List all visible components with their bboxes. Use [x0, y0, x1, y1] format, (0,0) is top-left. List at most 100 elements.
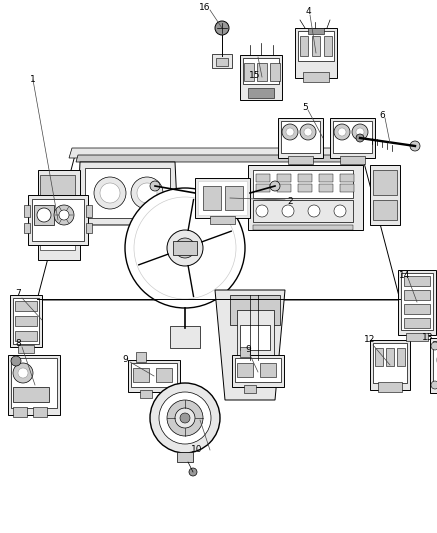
Bar: [277, 174, 291, 182]
Bar: [244, 63, 254, 81]
Bar: [270, 63, 280, 81]
Bar: [24, 223, 30, 233]
Circle shape: [150, 181, 160, 191]
Circle shape: [189, 468, 197, 476]
Text: 12: 12: [364, 335, 376, 344]
Bar: [340, 156, 365, 164]
Bar: [18, 345, 34, 353]
Bar: [256, 184, 270, 192]
Bar: [210, 216, 235, 224]
Bar: [240, 55, 282, 100]
Bar: [177, 452, 193, 462]
Bar: [373, 200, 397, 220]
Bar: [253, 170, 353, 198]
Circle shape: [334, 205, 346, 217]
Bar: [15, 331, 37, 341]
Bar: [398, 270, 436, 335]
Bar: [13, 407, 27, 417]
Circle shape: [125, 188, 245, 308]
Bar: [34, 205, 54, 225]
Bar: [378, 382, 402, 392]
Bar: [40, 215, 75, 250]
Circle shape: [59, 210, 69, 220]
Polygon shape: [215, 290, 285, 400]
Text: 1: 1: [30, 76, 36, 85]
Bar: [235, 358, 281, 382]
Bar: [8, 355, 60, 415]
Bar: [248, 88, 274, 98]
Bar: [244, 385, 256, 393]
Bar: [11, 358, 57, 408]
Bar: [131, 363, 177, 387]
Bar: [370, 340, 410, 390]
Text: 8: 8: [15, 338, 21, 348]
Bar: [375, 348, 383, 366]
Bar: [288, 156, 313, 164]
Bar: [133, 368, 149, 382]
Bar: [24, 205, 30, 217]
Circle shape: [431, 342, 437, 350]
Bar: [15, 316, 37, 326]
Bar: [173, 241, 197, 255]
Bar: [86, 205, 92, 217]
Bar: [10, 295, 42, 347]
Bar: [240, 325, 270, 350]
Bar: [370, 165, 400, 225]
Bar: [401, 273, 433, 330]
Text: 6: 6: [379, 110, 385, 119]
Circle shape: [100, 183, 120, 203]
Bar: [40, 175, 75, 210]
Bar: [303, 72, 329, 82]
Bar: [430, 338, 437, 393]
Bar: [256, 174, 270, 182]
Bar: [404, 276, 430, 286]
Bar: [330, 118, 375, 158]
Bar: [212, 54, 232, 68]
Bar: [257, 63, 267, 81]
Bar: [243, 58, 279, 84]
Circle shape: [131, 177, 163, 209]
Circle shape: [338, 128, 346, 136]
Bar: [13, 298, 39, 344]
Bar: [406, 333, 428, 341]
Text: 4: 4: [305, 7, 311, 17]
Bar: [203, 186, 221, 210]
Bar: [333, 121, 372, 153]
Bar: [33, 407, 47, 417]
Bar: [312, 36, 320, 56]
Bar: [13, 387, 49, 402]
Text: 7: 7: [15, 289, 21, 298]
Bar: [373, 170, 397, 195]
Bar: [298, 174, 312, 182]
Polygon shape: [37, 155, 400, 300]
Bar: [386, 348, 394, 366]
Circle shape: [334, 124, 350, 140]
Bar: [281, 121, 320, 153]
Circle shape: [54, 205, 74, 225]
Bar: [128, 360, 180, 392]
Circle shape: [410, 141, 420, 151]
Bar: [278, 118, 323, 158]
Text: 9: 9: [122, 356, 128, 365]
Bar: [253, 200, 353, 222]
Circle shape: [300, 124, 316, 140]
Bar: [38, 170, 80, 260]
Bar: [225, 186, 243, 210]
Bar: [340, 174, 354, 182]
Bar: [156, 368, 172, 382]
Circle shape: [37, 208, 51, 222]
Bar: [86, 223, 92, 233]
Text: 16: 16: [199, 4, 211, 12]
Polygon shape: [76, 155, 362, 162]
Circle shape: [286, 128, 294, 136]
Circle shape: [134, 197, 236, 299]
Circle shape: [356, 128, 364, 136]
Bar: [232, 355, 284, 387]
Circle shape: [180, 413, 190, 423]
Bar: [404, 318, 430, 328]
Bar: [319, 184, 333, 192]
Bar: [260, 363, 276, 377]
Bar: [248, 165, 363, 230]
Text: 10: 10: [191, 446, 203, 455]
Circle shape: [13, 363, 33, 383]
